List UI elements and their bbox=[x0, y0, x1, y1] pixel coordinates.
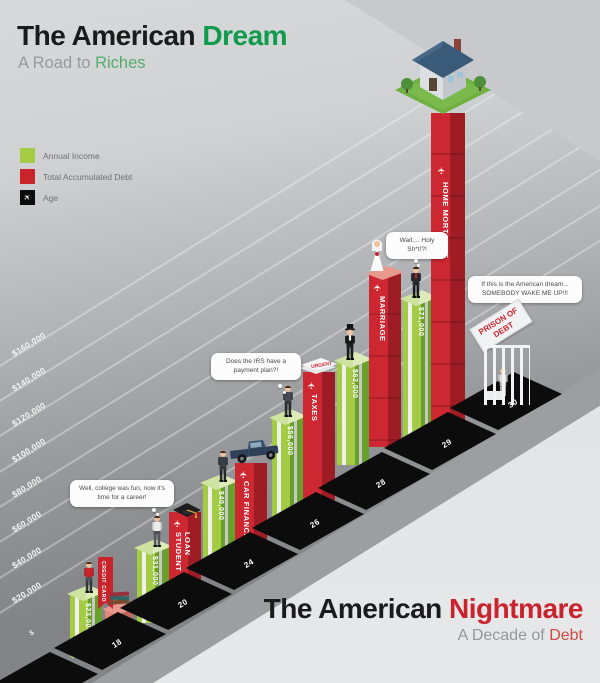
income-value-label: $40,000 bbox=[217, 491, 224, 521]
age-label: 29 bbox=[440, 437, 454, 450]
footer-subtitle: A Decade of Debt bbox=[458, 627, 583, 645]
age-label: 20 bbox=[176, 597, 190, 610]
y-axis-tick-label: $100,000 bbox=[10, 436, 48, 465]
house-icon bbox=[395, 39, 491, 114]
y-axis-tick-label: $120,000 bbox=[10, 400, 48, 429]
y-axis-tick-label: $80,000 bbox=[10, 473, 44, 500]
debt-bar-26 bbox=[303, 372, 335, 500]
plane-icon: ✈ bbox=[372, 283, 383, 292]
income-value-label: $56,000 bbox=[286, 426, 293, 456]
plane-icon: ✈ bbox=[172, 519, 183, 528]
page-title: The American Dream bbox=[17, 20, 288, 52]
legend-label: Age bbox=[43, 193, 59, 203]
income-value-label: $62,000 bbox=[351, 369, 358, 399]
age-label: 24 bbox=[242, 557, 256, 570]
title-highlight: Dream bbox=[202, 20, 288, 51]
groom-person-icon bbox=[411, 266, 421, 298]
debt-label: CREDIT CARD bbox=[100, 561, 106, 603]
person-icon bbox=[152, 515, 162, 547]
thought-dot bbox=[283, 391, 286, 394]
person-icon bbox=[283, 385, 293, 417]
income-value-label: $31,000 bbox=[151, 556, 158, 586]
thought-dot bbox=[152, 508, 156, 512]
footer-subtitle-prefix: A Decade of bbox=[457, 627, 550, 644]
plane-icon: ✈ bbox=[306, 381, 317, 390]
income-swatch bbox=[20, 148, 35, 163]
debt-label: HOME MORTGAGE bbox=[441, 182, 450, 259]
debt-bar-28 bbox=[369, 273, 401, 447]
bride-icon bbox=[370, 239, 384, 271]
subtitle-highlight: Riches bbox=[95, 54, 146, 72]
graduation-cap-icon bbox=[173, 503, 201, 518]
income-value-label: $23,000 bbox=[84, 603, 91, 633]
y-axis-tick-label: $40,000 bbox=[10, 544, 44, 571]
debt-bar-29 bbox=[431, 113, 465, 430]
speech-bubble-irs: Does the IRS have a payment plan?! bbox=[211, 353, 301, 380]
debt-label: CAR FINANCE bbox=[242, 481, 251, 540]
income-bar-29 bbox=[403, 298, 435, 438]
svg-text:URGENT: URGENT bbox=[311, 361, 333, 370]
speech-bubble-career: Well, college was fun, now it's time for… bbox=[70, 480, 174, 507]
y-axis-tick-label: $20,000 bbox=[10, 579, 44, 606]
page-subtitle: A Road to Riches bbox=[18, 54, 146, 73]
footer-title: The American Nightmare bbox=[263, 593, 584, 625]
debt-label: STUDENT LOAN bbox=[174, 532, 192, 572]
plane-icon: ✈ bbox=[20, 190, 35, 205]
books-icon bbox=[108, 591, 130, 605]
subtitle-prefix: A Road to bbox=[18, 54, 96, 72]
debt-label: MARRIAGE bbox=[378, 296, 387, 342]
person-icon bbox=[218, 450, 228, 482]
speech-bubble-wake-up: If this is the American dream... SOMEBOD… bbox=[468, 276, 582, 303]
thought-dot bbox=[417, 264, 420, 267]
age-label: 18 bbox=[110, 637, 124, 650]
legend-label: Annual Income bbox=[43, 151, 100, 161]
debt-swatch bbox=[20, 169, 35, 184]
person-icon bbox=[84, 561, 94, 593]
prison-cage-icon bbox=[484, 345, 530, 405]
income-value-label: $71,000 bbox=[417, 307, 424, 337]
top-hat-person-icon bbox=[345, 324, 355, 360]
y-axis-tick-label: $160,000 bbox=[10, 330, 48, 359]
thought-dot bbox=[278, 384, 282, 388]
title-prefix: The American bbox=[17, 20, 203, 51]
car-icon bbox=[229, 439, 279, 464]
urgent-papers-icon: URGENT bbox=[300, 357, 338, 374]
speech-bubble-holy: Wait.... Holy Sh*t!?! bbox=[386, 232, 448, 259]
footer-title-prefix: The American bbox=[263, 593, 450, 624]
footer-title-highlight: Nightmare bbox=[449, 593, 583, 624]
plane-icon: ✈ bbox=[238, 470, 249, 479]
age-label: 28 bbox=[374, 477, 388, 490]
debt-label: TAXES bbox=[310, 394, 319, 422]
income-bar-26 bbox=[272, 417, 304, 517]
footer-subtitle-highlight: Debt bbox=[549, 627, 583, 644]
credit-card-banner: CREDIT CARD bbox=[98, 557, 113, 609]
income-bar-28 bbox=[337, 360, 369, 465]
thought-dot bbox=[156, 513, 159, 516]
currency-axis-marker: $ bbox=[28, 629, 36, 638]
y-axis-tick-label: $60,000 bbox=[10, 508, 44, 535]
age-label: 26 bbox=[308, 517, 322, 530]
legend-label: Total Accumulated Debt bbox=[43, 172, 133, 182]
plane-icon: ✈ bbox=[436, 166, 447, 175]
y-axis-tick-label: $140,000 bbox=[10, 365, 48, 394]
thought-dot bbox=[414, 259, 418, 263]
